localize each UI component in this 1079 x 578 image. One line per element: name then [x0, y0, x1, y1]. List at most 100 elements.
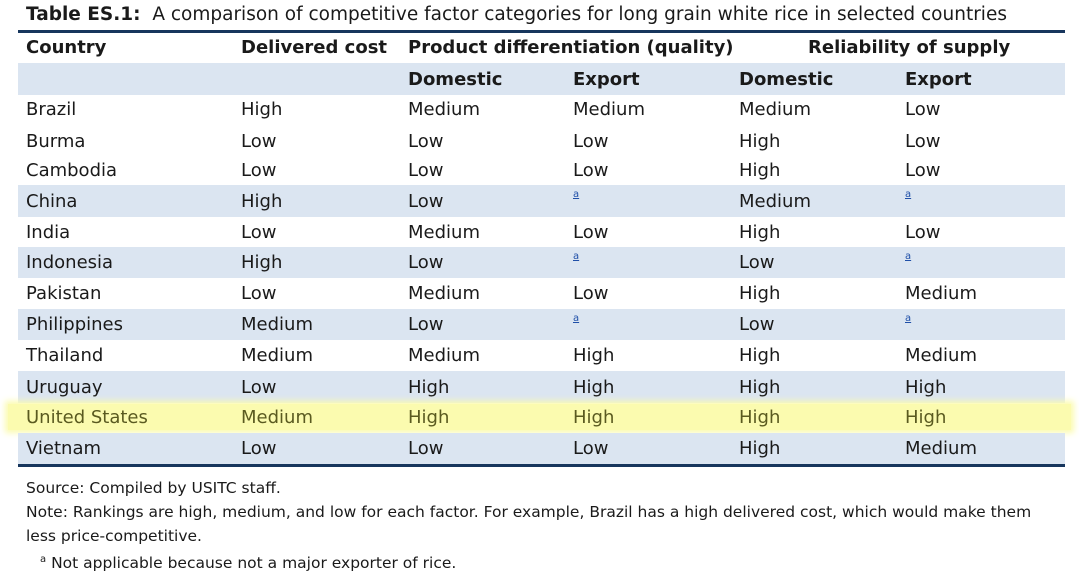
- rs-export-cell: Medium: [905, 344, 977, 366]
- pd-domestic-cell: Medium: [408, 221, 480, 243]
- pd-domestic-cell: High: [408, 376, 450, 398]
- rs-domestic-cell: High: [739, 130, 781, 152]
- rs-export-cell: a: [905, 185, 911, 217]
- rankings-note: Note: Rankings are high, medium, and low…: [26, 503, 1032, 545]
- delivered-cost-cell: High: [241, 190, 283, 212]
- pd-export-cell: High: [573, 344, 615, 366]
- country-cell: Burma: [26, 130, 86, 152]
- rs-export-cell: a: [905, 247, 911, 278]
- pd-domestic-cell: Medium: [408, 344, 480, 366]
- footnote-text: Not applicable because not a major expor…: [51, 554, 457, 573]
- pd-export-cell: Low: [573, 130, 609, 152]
- delivered-cost-cell: Low: [241, 221, 277, 243]
- table-row: Thailand Medium Medium High High Medium: [18, 340, 1065, 370]
- table-row: Indonesia High Low a Low a: [18, 247, 1065, 278]
- delivered-cost-cell: Low: [241, 130, 277, 152]
- pd-domestic-cell: Low: [408, 438, 444, 459]
- subheader-export: Export: [573, 68, 640, 90]
- pd-domestic-cell: Medium: [408, 99, 480, 120]
- table-row: Pakistan Low Medium Low High Medium: [18, 278, 1065, 308]
- rs-export-cell: Medium: [905, 282, 977, 304]
- rs-domestic-cell: Medium: [739, 99, 811, 120]
- table-row: Vietnam Low Low Low High Medium: [18, 433, 1065, 464]
- header-row: Country Delivered cost Product different…: [18, 33, 1065, 61]
- table-row: China High Low a Medium a: [18, 185, 1065, 217]
- pd-export-cell: High: [573, 406, 615, 428]
- delivered-cost-cell: Low: [241, 438, 277, 459]
- rs-domestic-cell: High: [739, 438, 781, 459]
- country-cell: Thailand: [26, 344, 104, 366]
- table-row: Philippines Medium Low a Low a: [18, 309, 1065, 340]
- country-cell: Indonesia: [26, 252, 114, 273]
- pd-export-cell: Low: [573, 160, 609, 181]
- pd-domestic-cell: Medium: [408, 282, 480, 304]
- pd-export-cell: a: [573, 247, 579, 278]
- delivered-cost-cell: Medium: [241, 344, 313, 366]
- rs-domestic-cell: Medium: [739, 190, 811, 212]
- bottom-rule: [18, 464, 1065, 467]
- subheader-domestic: Domestic: [408, 68, 503, 90]
- subheader-row: Domestic Export Domestic Export: [18, 63, 1065, 95]
- footnote-mark: a: [40, 554, 47, 565]
- pd-export-cell: a: [573, 185, 579, 217]
- rs-export-cell: Low: [905, 130, 941, 152]
- country-cell: Pakistan: [26, 282, 102, 304]
- footnote-link[interactable]: a: [905, 313, 912, 324]
- header-product-differentiation: Product differentiation (quality): [408, 36, 734, 58]
- subheader-domestic-2: Domestic: [739, 68, 834, 90]
- delivered-cost-cell: Medium: [241, 406, 313, 428]
- table-row: Burma Low Low Low High Low: [18, 126, 1065, 156]
- rs-domestic-cell: Low: [739, 314, 775, 335]
- footnote-link[interactable]: a: [573, 251, 580, 262]
- rs-export-cell: Low: [905, 99, 941, 120]
- rs-domestic-cell: High: [739, 221, 781, 243]
- table-row: Uruguay Low High High High High: [18, 371, 1065, 403]
- rs-export-cell: Medium: [905, 438, 977, 459]
- table-title: Table ES.1: A comparison of competitive …: [26, 4, 1007, 25]
- footnote-link[interactable]: a: [905, 189, 912, 200]
- delivered-cost-cell: Low: [241, 376, 277, 398]
- pd-export-cell: Low: [573, 221, 609, 243]
- table-row-highlighted: United States Medium High High High High: [8, 404, 1071, 430]
- table-row: Brazil High Medium Medium Medium Low: [18, 95, 1065, 124]
- pd-export-cell: Low: [573, 282, 609, 304]
- rs-export-cell: High: [905, 406, 947, 428]
- pd-domestic-cell: High: [408, 406, 450, 428]
- pd-export-cell: Low: [573, 438, 609, 459]
- rs-domestic-cell: High: [739, 282, 781, 304]
- country-cell: India: [26, 221, 71, 243]
- footnote-link[interactable]: a: [573, 189, 580, 200]
- header-country: Country: [26, 36, 107, 58]
- header-reliability: Reliability of supply: [808, 36, 1011, 58]
- rs-export-cell: High: [905, 376, 947, 398]
- table-notes: Source: Compiled by USITC staff. Note: R…: [26, 476, 1066, 575]
- table-row: India Low Medium Low High Low: [18, 217, 1065, 247]
- delivered-cost-cell: Low: [241, 282, 277, 304]
- top-rule: [18, 30, 1065, 33]
- pd-domestic-cell: Low: [408, 314, 444, 335]
- footnote-link[interactable]: a: [905, 251, 912, 262]
- rs-domestic-cell: High: [739, 406, 781, 428]
- delivered-cost-cell: Low: [241, 160, 277, 181]
- country-cell: Vietnam: [26, 438, 102, 459]
- pd-domestic-cell: Low: [408, 160, 444, 181]
- rs-domestic-cell: High: [739, 344, 781, 366]
- pd-export-cell: Medium: [573, 99, 645, 120]
- rs-domestic-cell: High: [739, 376, 781, 398]
- pd-domestic-cell: Low: [408, 130, 444, 152]
- country-cell: United States: [26, 406, 148, 428]
- source-note: Source: Compiled by USITC staff.: [26, 479, 281, 497]
- pd-export-cell: a: [573, 309, 579, 340]
- pd-domestic-cell: Low: [408, 252, 444, 273]
- delivered-cost-cell: High: [241, 252, 283, 273]
- rs-export-cell: a: [905, 309, 911, 340]
- country-cell: China: [26, 190, 78, 212]
- country-cell: Philippines: [26, 314, 123, 335]
- pd-export-cell: High: [573, 376, 615, 398]
- pd-domestic-cell: Low: [408, 190, 444, 212]
- country-cell: Cambodia: [26, 160, 118, 181]
- rs-domestic-cell: High: [739, 160, 781, 181]
- country-cell: Uruguay: [26, 376, 103, 398]
- footnote-link[interactable]: a: [573, 313, 580, 324]
- rs-domestic-cell: Low: [739, 252, 775, 273]
